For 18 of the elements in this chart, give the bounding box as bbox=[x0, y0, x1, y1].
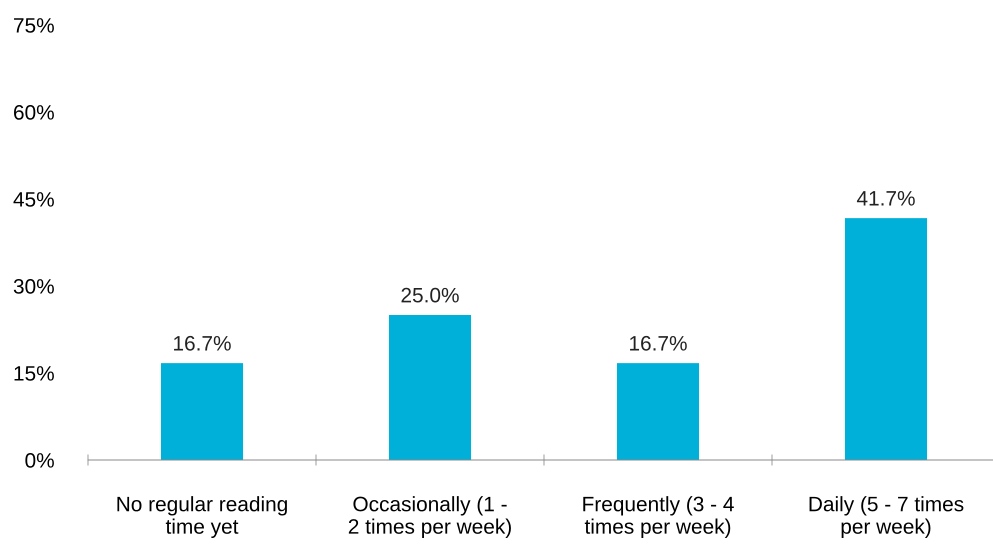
bar bbox=[388, 315, 472, 460]
x-tick-label: Daily (5 - 7 times per week) bbox=[810, 496, 964, 538]
y-tick-label: 0% bbox=[25, 453, 54, 468]
data-label: 41.7% bbox=[856, 191, 915, 206]
y-tick-label: 45% bbox=[13, 192, 54, 207]
x-tick-label: No regular reading time yet bbox=[117, 496, 287, 538]
data-label: 25.0% bbox=[402, 288, 459, 303]
y-tick-label: 15% bbox=[14, 366, 54, 381]
bar bbox=[844, 218, 928, 460]
y-tick-label: 75% bbox=[14, 18, 54, 33]
data-label: 16.7% bbox=[630, 336, 687, 351]
x-tick-label: Frequently (3 - 4 times per week) bbox=[583, 496, 734, 538]
bar bbox=[616, 363, 700, 460]
y-tick-label: 60% bbox=[14, 105, 54, 120]
y-tick-label: 30% bbox=[14, 279, 54, 294]
bar bbox=[160, 363, 244, 460]
x-tick-label: Occasionally (1 - 2 times per week) bbox=[348, 496, 511, 538]
data-label: 16.7% bbox=[174, 336, 231, 351]
